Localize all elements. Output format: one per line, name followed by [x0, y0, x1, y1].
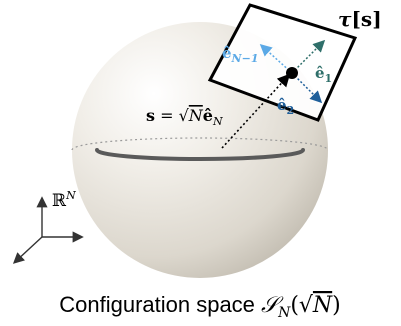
point-s [286, 67, 298, 79]
basis-e1-label: ê1 [315, 64, 332, 85]
equator-back-dotted [71, 137, 329, 151]
ambient-space-label: ℝN [52, 189, 76, 211]
basis-eN1-arrow [259, 43, 293, 74]
tau-symbol: τ [338, 7, 352, 31]
equator-front [95, 148, 305, 161]
axis-diag-arrow [12, 236, 43, 264]
basis-e2-arrow [291, 72, 323, 104]
basis-eN1-label: êN−1 [222, 44, 258, 65]
tangent-plane-label: τ[s] [338, 7, 382, 31]
ambient-axes [12, 196, 84, 264]
basis-e2-label: ê2 [277, 96, 294, 117]
position-vector-arrow [221, 73, 291, 149]
caption-text: Configuration space [59, 292, 261, 317]
position-vector-label: s = √NêN [146, 106, 223, 128]
basis-e1-arrow [291, 39, 326, 74]
tau-argument: [s] [351, 7, 381, 31]
figure-caption: Configuration space 𝒮N(√N) [59, 292, 341, 321]
